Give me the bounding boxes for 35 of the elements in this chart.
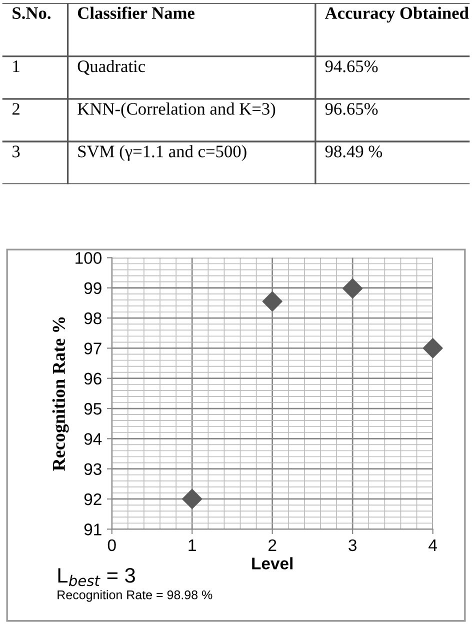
text: KNN-(Correlation and K=3) <box>78 102 276 118</box>
point <box>422 338 443 358</box>
point <box>342 278 363 298</box>
text: Recognition Rate = 98.98 % <box>58 590 212 602</box>
y-tick-label: 91 <box>84 524 102 536</box>
y-tick-label: 99 <box>84 282 102 294</box>
y-tick-label: 98 <box>84 312 102 324</box>
y-tick-label: 100 <box>76 252 102 264</box>
text: 1 <box>13 60 20 72</box>
text: 94.65% <box>325 60 378 72</box>
y-tick-label: 96 <box>84 372 102 385</box>
text: SVM (γ=1.1 and c=500) <box>78 145 246 161</box>
y-tick-label: 95 <box>84 402 102 415</box>
x-tick-label: 2 <box>268 539 276 551</box>
y-tick-label: 94 <box>84 433 102 445</box>
text: Quadratic <box>78 60 146 75</box>
x-tick-label: 4 <box>428 539 437 551</box>
x-axis-title: Level <box>252 557 292 570</box>
text: 3 <box>12 146 20 158</box>
text: L$_{best}$ = 3 <box>58 568 135 586</box>
y-tick-label: 97 <box>84 342 102 354</box>
category-label: Classifier Name <box>78 6 194 19</box>
category-label: Accuracy Obtained <box>324 6 469 23</box>
point <box>182 488 202 510</box>
category-label: S.No. <box>12 7 50 20</box>
x-tick-label: 0 <box>108 539 116 552</box>
x-tick-label: 3 <box>348 539 356 552</box>
text: 96.65% <box>325 103 378 115</box>
y-axis-title: Recognition Rate % <box>52 317 69 471</box>
x-tick-label: 1 <box>188 539 196 551</box>
y-tick-label: 92 <box>84 493 102 506</box>
point <box>262 291 282 312</box>
y-tick-label: 93 <box>84 463 102 476</box>
text: 2 <box>12 103 20 115</box>
text: 98.49 % <box>325 146 382 158</box>
